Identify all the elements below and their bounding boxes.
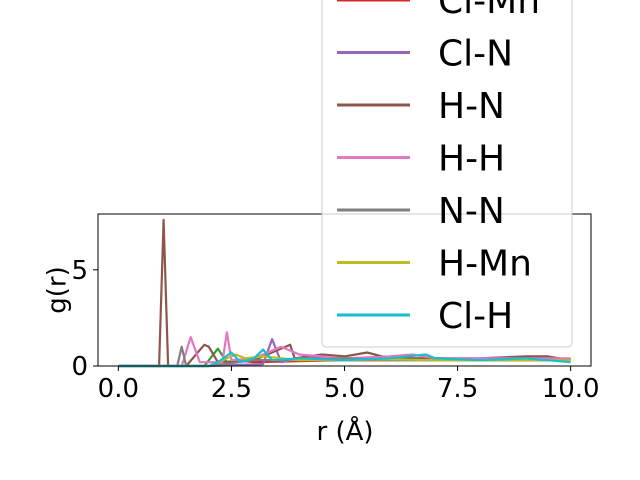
x-tick-label: 0.0 xyxy=(98,374,139,404)
y-tick-label: 5 xyxy=(71,256,88,286)
legend-label-h-n: H-N xyxy=(438,86,505,127)
legend-label-n-n: N-N xyxy=(438,191,505,232)
y-tick-label: 0 xyxy=(71,352,88,382)
legend: Cl-Mn Cl-N H-N H-H N-N H-Mn Cl-H xyxy=(321,0,573,348)
axis-ticks: 0.0 2.5 5.0 7.5 10.0 0 5 xyxy=(71,256,599,404)
legend-label-cl-h: Cl-H xyxy=(438,296,513,337)
series-line-cl-h xyxy=(118,348,571,368)
legend-label-cl-n: Cl-N xyxy=(438,34,513,75)
x-tick-label: 5.0 xyxy=(324,374,365,404)
legend-label-h-mn: H-Mn xyxy=(438,244,532,285)
y-axis-label: g(r) xyxy=(43,266,73,313)
legend-label-h-h: H-H xyxy=(438,139,505,180)
x-tick-label: 2.5 xyxy=(211,374,252,404)
legend-label-cl-mn: Cl-Mn xyxy=(438,0,540,22)
x-tick-label: 10.0 xyxy=(542,374,600,404)
x-axis-label: r (Å) xyxy=(316,415,373,447)
x-tick-label: 7.5 xyxy=(437,374,478,404)
legend-box xyxy=(321,0,573,348)
